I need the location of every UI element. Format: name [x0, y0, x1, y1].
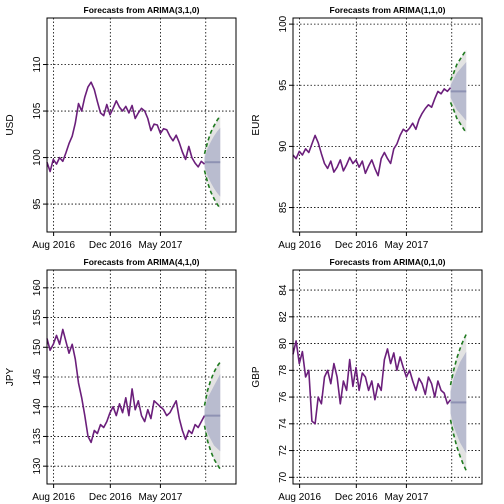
- series-history-line: [46, 328, 206, 444]
- y-tick-label: 72: [278, 445, 289, 457]
- y-tick-label: 78: [278, 364, 289, 376]
- y-tick-label: 80: [278, 338, 289, 350]
- y-axis-label: JPY: [5, 368, 16, 387]
- y-tick-label: 160: [32, 279, 43, 296]
- x-tick-label: Aug 2016: [278, 492, 321, 503]
- chart-panel-usd: Forecasts from ARIMA(3,1,0) 95 100 105 110 Au…: [5, 5, 237, 251]
- y-tick-label: 145: [32, 368, 43, 385]
- x-tick-label: May 2017: [384, 492, 428, 503]
- forecast-interval-80: [204, 374, 221, 452]
- y-tick-label: 130: [32, 457, 43, 474]
- y-tick-label: 100: [278, 15, 289, 32]
- y-tick-label: 155: [32, 309, 43, 326]
- x-tick-label: May 2017: [138, 492, 182, 503]
- chart-title: Forecasts from ARIMA(1,1,0): [330, 5, 446, 15]
- series-history-line: [292, 87, 452, 177]
- x-tick-label: Dec 2016: [89, 240, 132, 251]
- plot-frame: [292, 269, 483, 485]
- y-tick-label: 95: [32, 198, 43, 210]
- y-tick-label: 95: [278, 79, 289, 91]
- chart-title: Forecasts from ARIMA(4,1,0): [84, 257, 200, 267]
- x-tick-label: Aug 2016: [278, 240, 321, 251]
- x-tick-label: Dec 2016: [335, 492, 378, 503]
- y-tick-label: 135: [32, 428, 43, 445]
- y-tick-label: 140: [32, 398, 43, 415]
- x-tick-label: Aug 2016: [32, 492, 75, 503]
- y-tick-label: 90: [278, 140, 289, 152]
- y-tick-label: 76: [278, 391, 289, 403]
- series-lower-bound: [203, 170, 221, 210]
- y-axis-label: EUR: [251, 114, 262, 135]
- y-tick-label: 110: [32, 56, 43, 72]
- chart-panel-gbp: Forecasts from ARIMA(0,1,0) 70 72 74 76 78 80 8…: [251, 257, 483, 503]
- y-tick-label: 84: [278, 284, 289, 296]
- y-axis-label: GBP: [251, 366, 262, 387]
- chart-title: Forecasts from ARIMA(0,1,0): [330, 257, 446, 267]
- y-tick-label: 70: [278, 471, 289, 483]
- series-upper-bound: [203, 361, 221, 406]
- y-axis-label: USD: [5, 114, 16, 135]
- chart-panel-jpy: Forecasts from ARIMA(4,1,0) 130 135 140 145 1…: [5, 257, 237, 503]
- series-history-line: [292, 340, 452, 425]
- y-tick-label: 85: [278, 202, 289, 214]
- y-tick-label: 74: [278, 418, 289, 430]
- series-history-line: [46, 81, 206, 173]
- y-tick-label: 82: [278, 311, 289, 323]
- series-lower-bound: [449, 102, 467, 134]
- series-lower-bound: [203, 425, 221, 470]
- plot-frame: [46, 17, 237, 233]
- chart-title: Forecasts from ARIMA(3,1,0): [84, 5, 200, 15]
- plot-frame: [292, 17, 483, 233]
- x-tick-label: May 2017: [138, 240, 182, 251]
- chart-panel-eur: Forecasts from ARIMA(1,1,0) 85 90 95 100 Aug …: [251, 5, 483, 251]
- x-tick-label: May 2017: [384, 240, 428, 251]
- series-upper-bound: [449, 49, 467, 81]
- series-upper-bound: [203, 115, 221, 155]
- x-tick-label: Dec 2016: [89, 492, 132, 503]
- y-tick-label: 105: [32, 102, 43, 119]
- y-tick-label: 100: [32, 149, 43, 166]
- x-tick-label: Dec 2016: [335, 240, 378, 251]
- y-tick-label: 150: [32, 338, 43, 355]
- x-tick-label: Aug 2016: [32, 240, 75, 251]
